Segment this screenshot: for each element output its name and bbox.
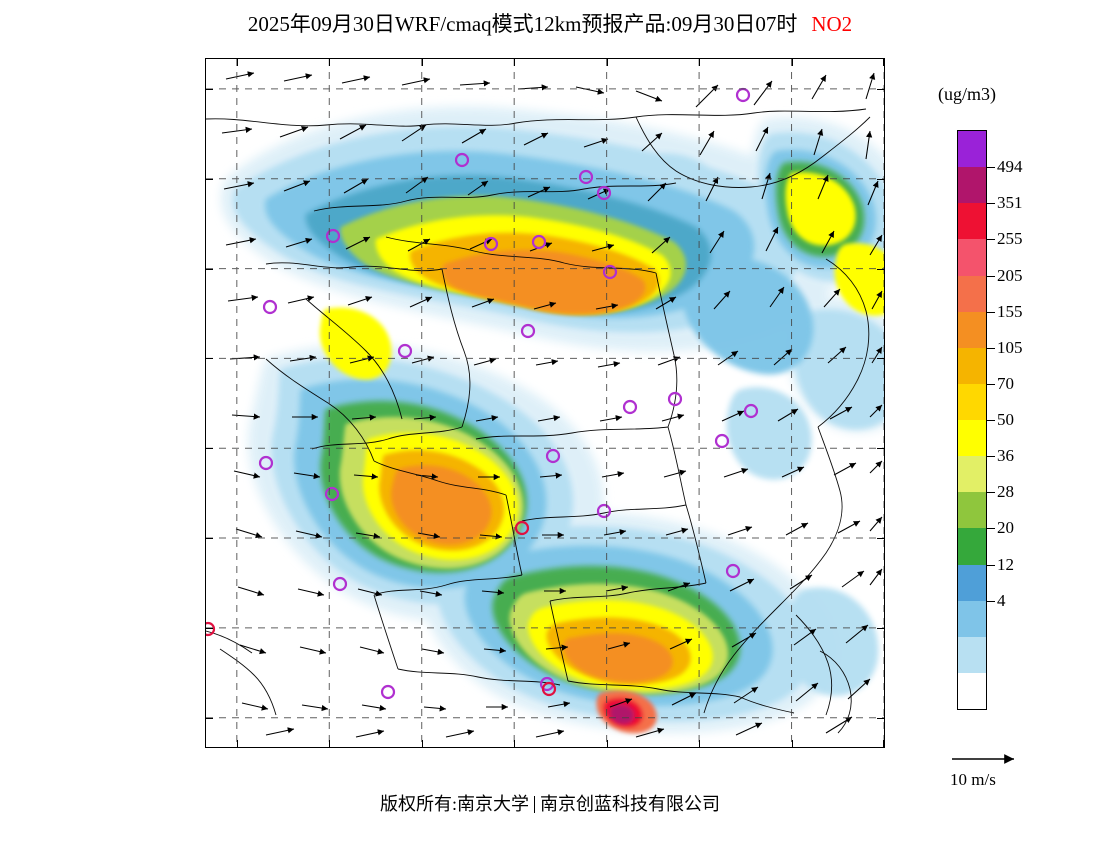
- colorbar-tick-mark: [987, 275, 995, 277]
- colorbar-tick-label: 20: [997, 518, 1014, 538]
- colorbar-tick-mark: [987, 420, 995, 421]
- map-canvas: [206, 59, 884, 747]
- colorbar-tick-label: 351: [997, 193, 1023, 213]
- colorbar-segment: [958, 167, 986, 204]
- colorbar-tick-label: 155: [997, 301, 1023, 321]
- colorbar-tick-mark: [987, 167, 995, 169]
- colorbar-segment: [958, 275, 986, 312]
- colorbar-tick-label: 4: [997, 590, 1006, 610]
- colorbar-segment: [958, 456, 986, 493]
- copyright-line: 版权所有:南京大学 南京创蓝科技有限公司: [0, 790, 1100, 816]
- colorbar-segment: [958, 239, 986, 276]
- colorbar-tick-mark: [987, 203, 995, 205]
- colorbar-segment: [958, 600, 986, 637]
- copyright-company: 南京创蓝科技有限公司: [540, 794, 720, 814]
- colorbar-tick-label: 494: [997, 157, 1023, 177]
- colorbar-tick-mark: [987, 383, 995, 385]
- colorbar-tick-mark: [987, 600, 995, 602]
- colorbar-segment: [958, 311, 986, 348]
- colorbar-tick-mark: [987, 239, 995, 241]
- copyright-owner: 版权所有:南京大学: [379, 794, 529, 814]
- colorbar-tick-mark: [987, 528, 995, 530]
- colorbar-segment: [958, 347, 986, 384]
- colorbar-segment: [958, 383, 986, 420]
- station-markers: [206, 87, 759, 700]
- colorbar-segment: [958, 420, 986, 457]
- colorbar-tick-label: 36: [997, 446, 1014, 466]
- colorbar-tick-mark: [987, 492, 995, 494]
- colorbar-segment: [958, 492, 986, 529]
- wind-vector-legend-label: 10 m/s: [950, 770, 996, 789]
- colorbar-segment: [958, 672, 986, 709]
- colorbar-tick-label: 205: [997, 265, 1023, 285]
- colorbar-tick-mark: [987, 564, 995, 566]
- colorbar-segment: [958, 564, 986, 601]
- colorbar-tick-label: 105: [997, 337, 1023, 357]
- colorbar-segment: [958, 131, 986, 168]
- colorbar-tick-label: 12: [997, 554, 1014, 574]
- colorbar-tick-label: 28: [997, 482, 1014, 502]
- copyright-separator: [534, 796, 535, 813]
- colorbar-tick-mark: [987, 347, 995, 349]
- title-text: 2025年09月30日WRF/cmaq模式12km预报产品:09月30日07时: [247, 12, 798, 36]
- colorbar-tick-label: 50: [997, 410, 1014, 429]
- map-plot-area: 44°N 41°N 38°N 35°N 32°N 29°N 26°N 23°N …: [205, 58, 885, 748]
- colorbar: [957, 130, 987, 710]
- colorbar-tick-label: 255: [997, 229, 1023, 249]
- title-species: NO2: [811, 12, 853, 36]
- wind-vector-legend: 10 m/s: [950, 748, 1080, 789]
- colorbar-segment: [958, 203, 986, 240]
- colorbar-unit-label: (ug/m3): [938, 84, 996, 104]
- colorbar-tick-mark: [987, 456, 995, 458]
- colorbar-tick-label: 70: [997, 373, 1014, 393]
- colorbar-segment: [958, 528, 986, 565]
- page-title: 2025年09月30日WRF/cmaq模式12km预报产品:09月30日07时 N…: [0, 8, 1100, 38]
- colorbar-tick-mark: [987, 311, 995, 313]
- colorbar-segment: [958, 636, 986, 673]
